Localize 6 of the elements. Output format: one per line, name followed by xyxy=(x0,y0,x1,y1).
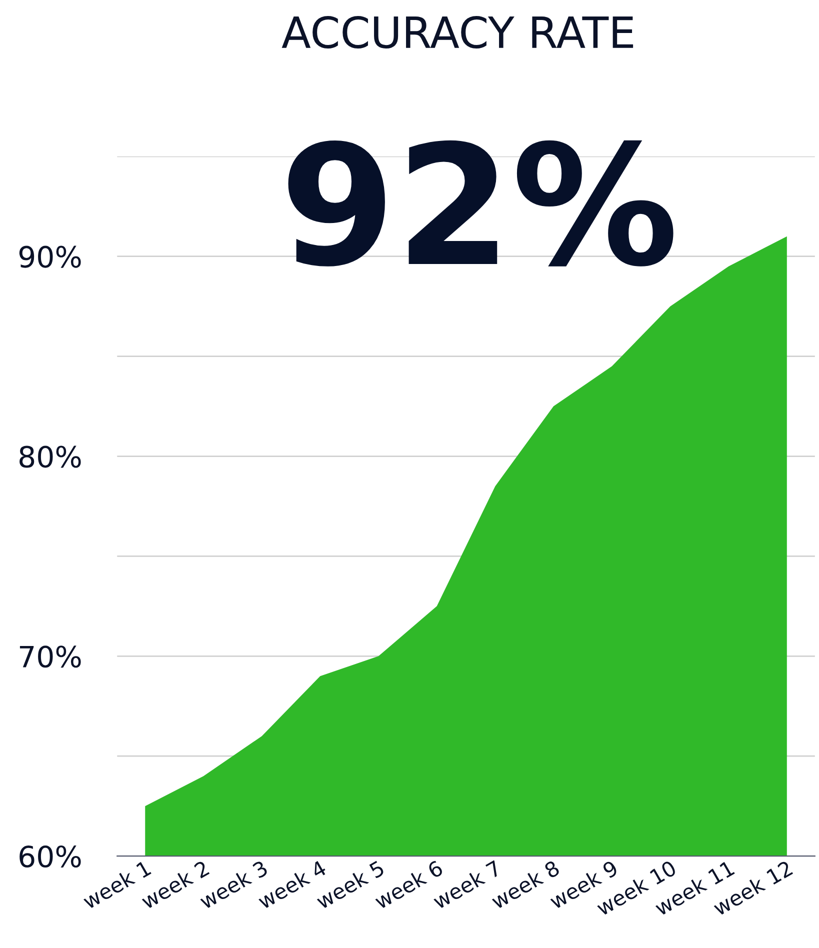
chart-title: ACCURACY RATE xyxy=(282,16,634,49)
y-tick-label: 80% xyxy=(20,446,81,468)
y-tick-label: 90% xyxy=(19,246,81,268)
annotation: 92% xyxy=(288,140,674,266)
y-tick-label: 60% xyxy=(20,845,81,868)
y-tick-label: 70% xyxy=(20,646,81,668)
